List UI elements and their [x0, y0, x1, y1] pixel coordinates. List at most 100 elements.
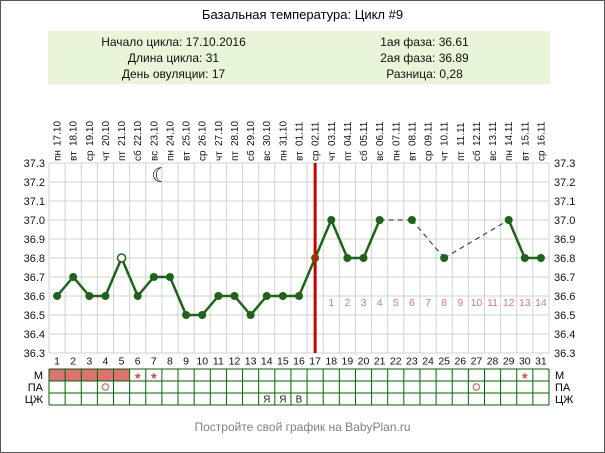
footer-credit: Постройте свой график на BabyPlan.ru: [194, 420, 411, 434]
weekday-label: ср: [424, 150, 435, 161]
date-label: 16.11: [536, 121, 547, 146]
weekday-label: вс: [262, 151, 273, 161]
cycle-day-number: 3: [86, 356, 92, 368]
phase1-line: 1ая фаза: 36.61: [299, 34, 550, 50]
temp-point: [149, 273, 158, 281]
weekday-label: пн: [165, 150, 176, 161]
temp-line-segment: [313, 219, 333, 259]
date-label: 31.10: [278, 121, 289, 146]
date-label: 28.10: [230, 121, 241, 146]
intercourse-circle-icon: [101, 383, 110, 391]
cycle-day-number: 4: [103, 356, 109, 368]
temp-point: [440, 254, 449, 262]
temp-point-open: [116, 253, 127, 263]
cycle-day-number: 28: [487, 356, 499, 368]
cycle-day-number: 17: [309, 356, 321, 368]
weekday-label: вт: [69, 151, 80, 161]
temp-point: [53, 292, 62, 300]
y-tick-label-left: 36.6: [24, 291, 45, 303]
temp-point-ovulation: [311, 254, 320, 262]
date-label: 07.11: [391, 121, 402, 146]
cycle-length-label: Длина цикла:: [127, 50, 203, 65]
date-label: 19.10: [85, 121, 96, 146]
date-label: 26.10: [198, 121, 209, 146]
y-tick-label-left: 37.1: [24, 196, 45, 208]
chart-title: Базальная температура: Цикл #9: [201, 7, 404, 22]
difference-line: Разница: 0,28: [299, 66, 550, 82]
phase2-value: 36.89: [438, 50, 469, 65]
date-label: 13.11: [488, 121, 499, 146]
date-label: 01.11: [295, 121, 306, 146]
date-label: 14.11: [504, 121, 515, 146]
date-label: 23.10: [149, 121, 160, 146]
date-label: 30.10: [262, 121, 273, 146]
menstruation-cell-fill: [49, 369, 66, 381]
date-label: 24.10: [165, 121, 176, 146]
menstruation-cell-fill: [97, 369, 114, 381]
weekday-label: вт: [295, 151, 306, 161]
temp-point: [101, 292, 110, 300]
weekday-label: вс: [149, 151, 160, 161]
dpo-number: 12: [503, 297, 515, 309]
temp-line-segment: [120, 257, 139, 297]
cycle-day-number: 10: [196, 356, 208, 368]
temp-point: [262, 292, 271, 300]
dpo-number: 3: [361, 297, 367, 309]
temp-point: [375, 216, 384, 224]
table-row-label-left: ЦЖ: [25, 394, 43, 406]
difference-value: 0,28: [439, 66, 463, 81]
cervical-fluid-letter: В: [296, 395, 303, 406]
ovulation-day-value: 17: [211, 66, 226, 81]
temp-point: [327, 216, 336, 224]
weekday-label: вт: [182, 151, 193, 161]
y-tick-label-left: 37.3: [24, 158, 45, 170]
spotting-star-icon: ★: [150, 371, 159, 382]
weekday-label: вс: [488, 151, 499, 161]
dpo-number: 4: [377, 297, 383, 309]
date-label: 10.11: [440, 121, 451, 146]
temp-line-segment: [297, 257, 317, 297]
weekday-label: пн: [391, 150, 402, 161]
weekday-label: пт: [230, 151, 241, 161]
spotting-star-icon: ★: [521, 371, 530, 382]
cycle-day-number: 24: [422, 356, 434, 368]
weekday-label: вт: [407, 151, 418, 161]
table-row-label-right: М: [555, 370, 564, 382]
temp-point: [359, 254, 368, 262]
temp-line-segment: [136, 276, 155, 297]
weekday-label: сб: [471, 150, 483, 161]
temp-point: [133, 292, 142, 300]
temp-line-segment: [330, 219, 349, 259]
dpo-number: 10: [471, 297, 483, 309]
weekday-label: сб: [245, 150, 257, 161]
temp-point: [214, 292, 223, 300]
weekday-label: ср: [536, 150, 547, 161]
cycle-day-number: 6: [135, 356, 141, 368]
cycle-day-number: 9: [183, 356, 189, 368]
date-label: 09.11: [424, 121, 435, 146]
difference-label: Разница:: [386, 66, 437, 81]
temp-line-segment: [56, 276, 75, 297]
temp-line-segment: [72, 276, 91, 297]
cycle-day-number: 16: [293, 356, 305, 368]
cervical-fluid-letter: Я: [279, 395, 286, 406]
y-tick-label-right: 37.1: [554, 196, 575, 208]
cycle-info-left-column: Начало цикла: 17.10.2016 Длина цикла: 31…: [48, 34, 299, 82]
weekday-label: пт: [456, 151, 467, 161]
dpo-number: 14: [535, 297, 547, 309]
y-tick-label-right: 36.8: [554, 253, 575, 265]
cycle-day-number: 26: [454, 356, 466, 368]
weekday-label: ср: [311, 150, 322, 161]
date-label: 18.10: [69, 121, 80, 146]
date-label: 04.11: [343, 121, 354, 146]
cycle-info-box: Начало цикла: 17.10.2016 Длина цикла: 31…: [48, 31, 550, 84]
temp-line-segment-dashed: [443, 219, 509, 259]
cycle-start-value: 17.10.2016: [185, 34, 246, 49]
temp-line-segment: [104, 257, 123, 297]
dpo-number: 13: [519, 297, 531, 309]
temp-line-segment: [362, 219, 381, 259]
y-tick-label-right: 36.6: [554, 291, 575, 303]
weekday-label: чт: [327, 151, 338, 161]
phase1-value: 36.61: [438, 34, 469, 49]
